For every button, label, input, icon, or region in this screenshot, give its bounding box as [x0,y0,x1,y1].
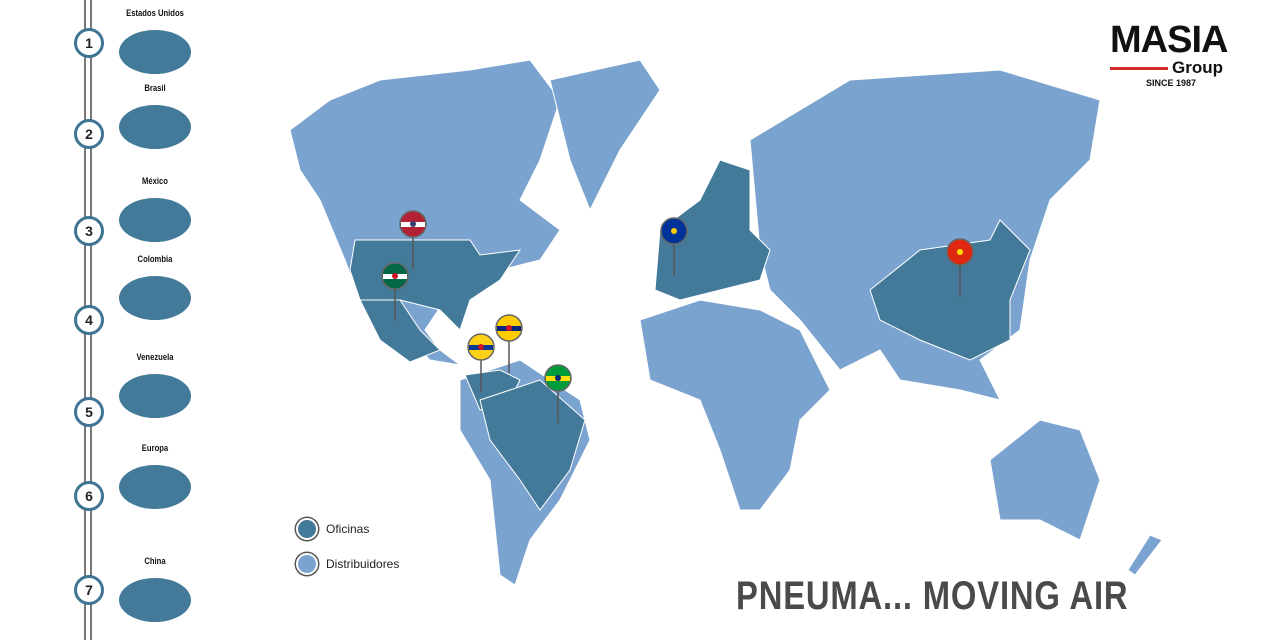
country-silhouette [119,276,191,320]
step-number: 3 [74,216,104,246]
logo-red-line [1110,66,1168,70]
legend-offices-label: Oficinas [326,522,370,536]
distributors-swatch [296,553,318,575]
country-label: México [142,176,168,186]
country-silhouette [119,374,191,418]
step-number: 4 [74,305,104,335]
masia-logo: MASIA Group SINCE 1987 [1110,19,1245,88]
step-number: 7 [74,575,104,605]
venezuela-flag-pin [495,314,523,373]
legend-distributors-label: Distribuidores [326,557,400,571]
europe [654,159,771,301]
logo-name: MASIA [1110,19,1228,61]
africa [639,299,831,511]
new-zealand [1127,534,1163,576]
colombia-flag-pin [467,333,495,392]
mexico-flag-pin [381,262,409,321]
step-number: 1 [74,28,104,58]
australia [989,419,1101,541]
greenland [549,59,661,212]
country-label: Brasil [144,83,166,93]
brazil-flag-pin [544,364,572,423]
step-number: 6 [74,481,104,511]
logo-since: SINCE 1987 [1146,78,1197,88]
china-flag-pin [946,238,974,297]
country-silhouette [119,105,191,149]
legend-offices: Oficinas [296,518,369,540]
mexico [359,299,441,363]
country-silhouette [119,465,191,509]
country-silhouette [119,30,191,74]
eu-flag-pin [660,217,688,276]
asia [749,69,1101,401]
country-silhouette [119,198,191,242]
step-number: 2 [74,119,104,149]
offices-swatch [296,518,318,540]
logo-group: Group [1172,58,1223,77]
country-label: Europa [141,443,169,453]
country-label: Venezuela [136,352,174,362]
country-label: Estados Unidos [126,8,184,18]
step-number: 5 [74,397,104,427]
country-label: China [144,556,166,566]
legend-distributors: Distribuidores [296,553,399,575]
country-silhouette [119,578,191,622]
country-label: Colombia [137,254,173,264]
usa-flag-pin [399,210,427,269]
slogan: PNEUMA... MOVING AIR [736,574,1129,618]
